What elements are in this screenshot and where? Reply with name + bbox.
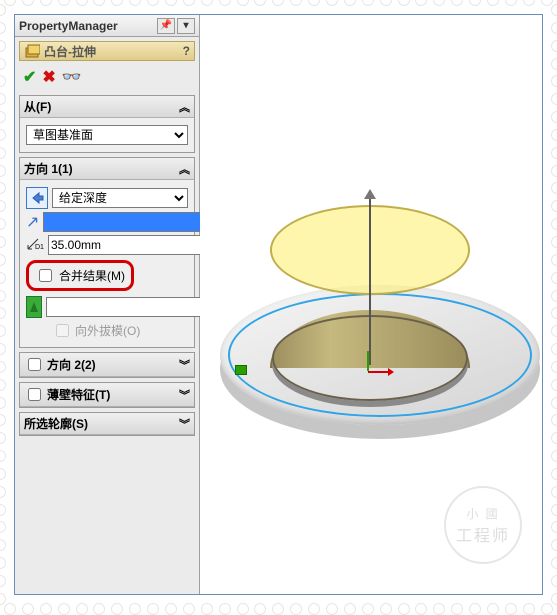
chevron-down-icon: ︾ [179, 416, 190, 432]
distance-icon: D1 [26, 237, 44, 254]
thin-enable-checkbox[interactable] [28, 388, 41, 401]
group-thin-head[interactable]: 薄壁特征(T) ︾ [20, 383, 194, 407]
stamp-edge-left [0, 0, 6, 609]
distance-input[interactable] [48, 235, 209, 255]
end-condition-select[interactable]: 给定深度 [52, 188, 188, 208]
group-thin-feature: 薄壁特征(T) ︾ [19, 382, 195, 408]
chevron-up-icon: ︽ [179, 99, 190, 115]
reverse-direction-button[interactable] [26, 187, 48, 209]
ok-button[interactable]: ✔ [23, 67, 36, 87]
graphics-viewport[interactable]: 小 國 工程师 [200, 15, 542, 594]
draft-outward-checkbox [56, 324, 69, 337]
watermark-line1: 小 國 [466, 505, 499, 522]
feature-title-text: 凸台-拉伸 [44, 43, 96, 60]
stamp-edge-top [0, 0, 557, 6]
triad-x-axis [368, 371, 390, 373]
cancel-button[interactable]: ✖ [42, 67, 55, 87]
merge-result-label: 合并结果(M) [59, 267, 125, 284]
feature-help-icon[interactable]: ? [183, 44, 190, 58]
merge-result-checkbox[interactable] [39, 269, 52, 282]
pm-pushpin-icon[interactable]: 📌 [157, 18, 175, 34]
group-dir1-head[interactable]: 方向 1(1) ︽ [20, 158, 194, 180]
group-from-label: 从(F) [24, 98, 51, 115]
group-from: 从(F) ︽ 草图基准面 [19, 95, 195, 153]
group-contour-head[interactable]: 所选轮廓(S) ︾ [20, 413, 194, 435]
preview-button[interactable]: 👓 [62, 67, 82, 87]
group-contours: 所选轮廓(S) ︾ [19, 412, 195, 436]
chevron-up-icon: ︽ [179, 161, 190, 177]
stamp-edge-bottom [0, 603, 557, 615]
direction-color-field[interactable] [43, 212, 204, 232]
stamp-edge-right [551, 0, 557, 609]
group-dir2-head[interactable]: 方向 2(2) ︾ [20, 353, 194, 377]
draft-button[interactable] [26, 296, 42, 318]
watermark-line2: 工程师 [456, 522, 510, 546]
origin-triad[interactable] [360, 363, 390, 383]
svg-text:D1: D1 [35, 244, 44, 251]
direction-arrow-icon: ↗ [26, 212, 39, 232]
app-window: PropertyManager 📌 ▾ 凸台-拉伸 ? ✔ ✖ 👓 [14, 14, 543, 595]
group-dir1-label: 方向 1(1) [24, 160, 73, 177]
group-dir2-label: 方向 2(2) [47, 356, 96, 373]
group-thin-label: 薄壁特征(T) [47, 386, 110, 403]
pm-header: PropertyManager 📌 ▾ [15, 15, 199, 37]
draft-outward-label: 向外拔模(O) [75, 322, 140, 339]
stamp-frame: PropertyManager 📌 ▾ 凸台-拉伸 ? ✔ ✖ 👓 [0, 0, 557, 609]
dir2-enable-checkbox[interactable] [28, 358, 41, 371]
triad-y-axis [367, 351, 369, 371]
group-direction2: 方向 2(2) ︾ [19, 352, 195, 378]
feature-title-bar: 凸台-拉伸 ? [19, 41, 195, 61]
draft-outward-row: 向外拔模(O) [52, 321, 140, 340]
group-from-head[interactable]: 从(F) ︽ [20, 96, 194, 118]
from-select[interactable]: 草图基准面 [26, 125, 188, 145]
group-contour-label: 所选轮廓(S) [24, 415, 88, 432]
confirm-row: ✔ ✖ 👓 [15, 65, 199, 93]
merge-result-highlight: 合并结果(M) [26, 260, 134, 291]
pm-title: PropertyManager [19, 19, 118, 33]
draft-input [46, 297, 207, 317]
pm-nav-icon[interactable]: ▾ [177, 18, 195, 34]
property-manager-panel: PropertyManager 📌 ▾ 凸台-拉伸 ? ✔ ✖ 👓 [15, 15, 200, 594]
origin-indicator-icon [235, 365, 247, 375]
group-direction1: 方向 1(1) ︽ 给定深度 ↗ [19, 157, 195, 348]
extrude-direction-arrow[interactable] [369, 195, 371, 365]
watermark: 小 國 工程师 [444, 486, 522, 564]
extrude-boss-icon [24, 43, 40, 59]
chevron-down-icon: ︾ [179, 387, 190, 403]
chevron-down-icon: ︾ [179, 357, 190, 373]
